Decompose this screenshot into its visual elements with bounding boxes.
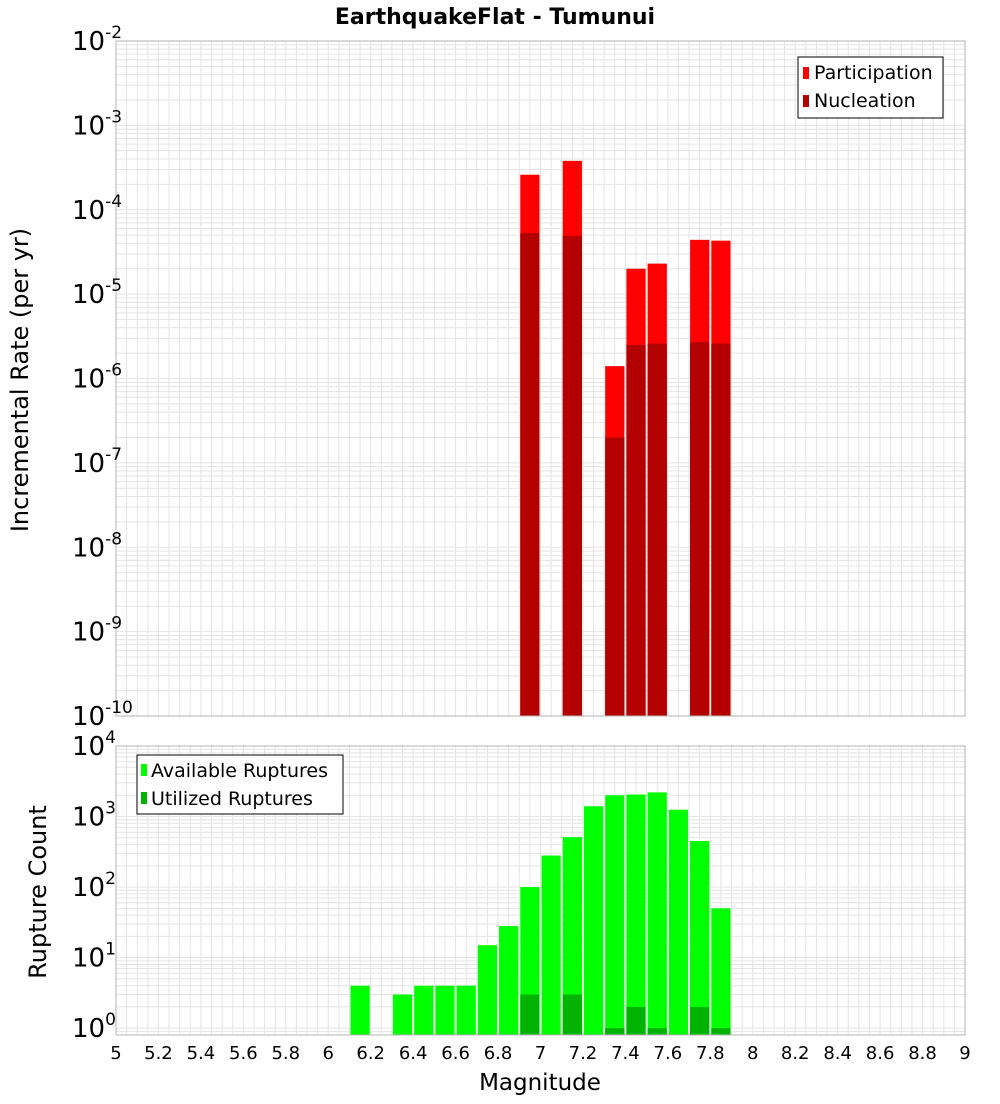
count-bar-b: [562, 994, 582, 1035]
x-tick-label: 8: [747, 1043, 758, 1064]
utilized-legend-swatch: [141, 792, 147, 804]
nucleation-legend-label: Nucleation: [814, 90, 916, 112]
x-tick-label: 5: [110, 1043, 121, 1064]
count-y-tick-label: 101: [72, 940, 116, 974]
x-tick-label: 5.8: [271, 1043, 300, 1064]
count-bar-a: [668, 809, 689, 1035]
count-bar-a: [392, 994, 413, 1035]
rate-legend: Participation Nucleation: [797, 56, 944, 119]
x-tick-label: 8.2: [781, 1043, 810, 1064]
x-tick-label: 6.6: [441, 1043, 470, 1064]
count-bar-a: [414, 985, 434, 1035]
count-plot-frame: [115, 745, 966, 1036]
count-legend: Available Ruptures Utilized Ruptures: [136, 754, 344, 815]
rate-legend-box: [797, 56, 944, 119]
chart-title: EarthquakeFlat - Tumunui: [335, 5, 655, 30]
nucleation-legend-swatch: [803, 95, 809, 107]
count-y-axis-label: Rupture Count: [24, 805, 52, 979]
utilized-legend-label: Utilized Ruptures: [151, 788, 313, 810]
x-tick-label: 7.2: [569, 1043, 598, 1064]
rate-bar-b: [626, 344, 646, 716]
rate-bar-b: [605, 437, 625, 716]
count-y-tick-labels: 104 103 102 101 100: [72, 728, 116, 1044]
participation-legend-swatch: [803, 67, 809, 79]
count-bar-a: [477, 945, 498, 1035]
rate-y-tick-label: 10-5: [72, 276, 122, 310]
x-tick-label: 7: [535, 1043, 546, 1064]
rate-bars: [520, 160, 731, 717]
x-tick-label: 6.4: [399, 1043, 428, 1064]
x-tick-label: 5.6: [229, 1043, 258, 1064]
x-tick-label: 8.4: [823, 1043, 852, 1064]
rate-bar-b: [520, 233, 540, 716]
count-bar-a: [626, 794, 646, 1035]
count-bar-b: [690, 1006, 710, 1035]
rate-panel: 10-2 10-3 10-4 10-5 10-6 10-7 10-8 10-9 10-10 In…: [6, 23, 966, 732]
rate-gridlines: [115, 41, 966, 717]
rate-y-tick-label: 10-7: [72, 445, 122, 479]
rate-y-tick-label: 10-6: [72, 361, 122, 395]
count-bar-a: [562, 837, 582, 1035]
rate-y-tick-label: 10-3: [72, 107, 122, 141]
x-tick-labels: 5 5.2 5.4 5.6 5.8 6 6.2 6.4 6.6 6.8 7 7.2 7.4 7.6 7.8 8…: [110, 1043, 970, 1064]
count-bar-b: [647, 1028, 667, 1035]
x-tick-label: 8.8: [908, 1043, 937, 1064]
rate-y-tick-label: 10-9: [72, 614, 122, 648]
count-bar-a: [583, 806, 604, 1035]
rate-plot-frame: [115, 40, 966, 717]
x-axis-label: Magnitude: [479, 1070, 601, 1096]
rate-y-axis-label: Incremental Rate (per yr): [6, 228, 34, 532]
count-y-tick-label: 104: [72, 728, 116, 762]
available-legend-label: Available Ruptures: [151, 760, 328, 782]
rate-y-tick-label: 10-10: [72, 698, 133, 732]
rate-y-tick-label: 10-2: [72, 23, 122, 57]
count-bar-b: [605, 1028, 625, 1035]
x-tick-label: 6.8: [484, 1043, 513, 1064]
rate-y-tick-label: 10-4: [72, 192, 122, 226]
count-legend-box: [136, 754, 344, 815]
count-bars: [350, 792, 731, 1035]
count-bar-a: [690, 841, 710, 1035]
x-tick-label: 5.2: [144, 1043, 173, 1064]
x-tick-label: 7.8: [696, 1043, 725, 1064]
count-bar-b: [520, 994, 540, 1035]
count-bar-a: [499, 926, 519, 1035]
x-tick-label: 8.6: [866, 1043, 895, 1064]
count-bar-a: [350, 985, 370, 1035]
rate-bar-b: [711, 343, 731, 716]
count-y-tick-label: 103: [72, 799, 116, 833]
count-bar-a: [435, 985, 455, 1035]
x-tick-label: 6: [323, 1043, 334, 1064]
count-y-tick-label: 102: [72, 869, 116, 903]
x-tick-label: 7.4: [611, 1043, 640, 1064]
x-tick-label: 6.2: [356, 1043, 385, 1064]
participation-legend-label: Participation: [814, 62, 933, 84]
x-tick-label: 5.4: [187, 1043, 216, 1064]
count-panel: 104 103 102 101 100 Rupture Count Available …: [24, 728, 971, 1096]
count-bar-a: [541, 855, 561, 1035]
count-bar-b: [626, 1006, 646, 1035]
rate-y-tick-label: 10-8: [72, 529, 122, 563]
rate-bar-b: [562, 235, 582, 716]
count-y-tick-label: 100: [72, 1010, 116, 1044]
rate-bar-b: [647, 343, 667, 716]
count-bar-a: [647, 792, 667, 1035]
rate-y-tick-labels: 10-2 10-3 10-4 10-5 10-6 10-7 10-8 10-9 10-10: [72, 23, 133, 732]
count-bar-a: [605, 795, 625, 1035]
x-tick-label: 9: [959, 1043, 970, 1064]
count-bar-a: [456, 985, 476, 1035]
count-bar-b: [711, 1028, 731, 1035]
rate-bar-b: [690, 342, 710, 716]
x-tick-label: 7.6: [654, 1043, 683, 1064]
count-bar-a: [711, 908, 731, 1035]
available-legend-swatch: [141, 764, 147, 776]
